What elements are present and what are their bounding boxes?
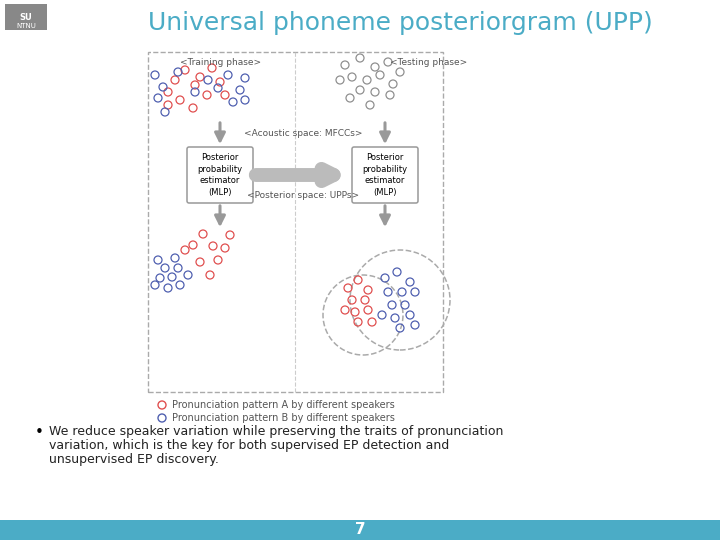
- Text: •: •: [35, 425, 44, 440]
- Text: <Posterior space: UPPs>: <Posterior space: UPPs>: [247, 192, 359, 200]
- Text: <Acoustic space: MFCCs>: <Acoustic space: MFCCs>: [244, 129, 362, 138]
- Text: <Testing phase>: <Testing phase>: [390, 58, 467, 67]
- Text: Universal phoneme posteriorgram (UPP): Universal phoneme posteriorgram (UPP): [148, 11, 652, 35]
- Text: We reduce speaker variation while preserving the traits of pronunciation: We reduce speaker variation while preser…: [49, 425, 503, 438]
- Bar: [148, 52, 443, 392]
- Text: Posterior
probability
estimator
(MLP): Posterior probability estimator (MLP): [362, 153, 408, 197]
- FancyBboxPatch shape: [5, 4, 47, 30]
- Text: Posterior
probability
estimator
(MLP): Posterior probability estimator (MLP): [197, 153, 243, 197]
- FancyBboxPatch shape: [352, 147, 418, 203]
- Text: SU: SU: [19, 12, 32, 22]
- FancyBboxPatch shape: [187, 147, 253, 203]
- Text: Pronunciation pattern B by different speakers: Pronunciation pattern B by different spe…: [172, 413, 395, 423]
- Text: Pronunciation pattern A by different speakers: Pronunciation pattern A by different spe…: [172, 400, 395, 410]
- Bar: [0, 520, 720, 540]
- Text: <Training phase>: <Training phase>: [181, 58, 261, 67]
- Text: variation, which is the key for both supervised EP detection and: variation, which is the key for both sup…: [49, 439, 449, 452]
- Text: 7: 7: [355, 523, 365, 537]
- Text: NTNU: NTNU: [16, 23, 36, 29]
- Text: unsupervised EP discovery.: unsupervised EP discovery.: [49, 453, 219, 466]
